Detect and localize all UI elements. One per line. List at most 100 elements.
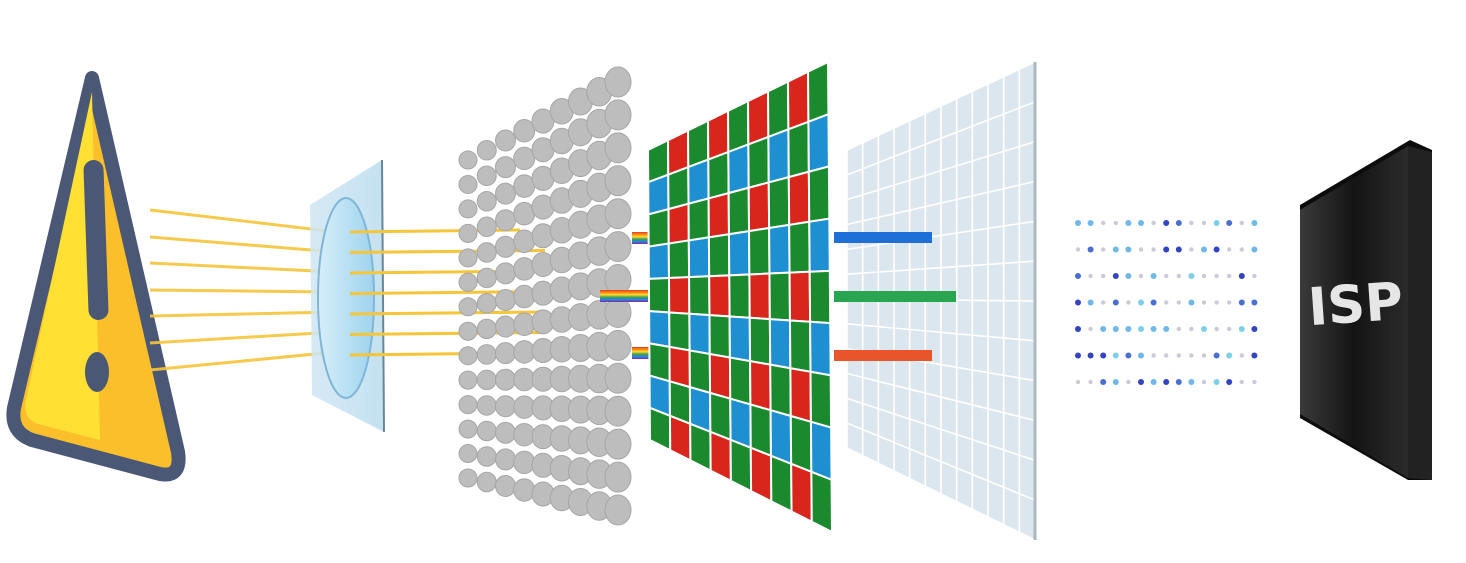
microlens	[604, 494, 632, 526]
pixel-dot	[1112, 379, 1119, 385]
blue-signal-bar	[834, 232, 932, 243]
pixel-dot	[1126, 379, 1131, 385]
filter-cell	[667, 202, 690, 245]
microlens	[604, 132, 632, 164]
isp-chip-label: ISP	[1306, 272, 1405, 338]
pixel-dot	[1138, 247, 1144, 252]
filter-cell	[788, 319, 812, 373]
microlens	[604, 231, 632, 263]
pixel-dot	[1150, 326, 1157, 332]
filter-cell	[806, 60, 830, 124]
filter-cell	[687, 236, 711, 279]
pixel-dot	[1251, 299, 1258, 306]
filter-cell	[747, 181, 771, 233]
orange-signal-bar	[834, 350, 932, 361]
pixel-dot	[1226, 379, 1233, 385]
pixel-dot	[1100, 326, 1107, 332]
microlens	[513, 257, 536, 281]
filter-cell	[768, 271, 791, 322]
microlens	[458, 223, 478, 243]
microlens	[495, 395, 516, 418]
filter-cell	[769, 408, 793, 466]
pixel-dot	[1112, 246, 1119, 253]
filter-cell	[807, 165, 831, 223]
pixel-dot	[1100, 352, 1107, 359]
microlens	[458, 444, 478, 464]
color-signal-bars	[834, 232, 956, 361]
microlens	[476, 420, 497, 442]
pixel-dot	[1138, 299, 1144, 306]
pixel-dot	[1113, 220, 1119, 226]
pixel-dot	[1214, 300, 1219, 305]
microlens	[513, 478, 536, 502]
filter-cell	[708, 314, 731, 359]
pixel-dot	[1239, 379, 1245, 385]
pixel-dot	[1189, 247, 1194, 252]
microlens	[495, 368, 516, 391]
pixel-dot	[1125, 352, 1132, 359]
light-ray	[149, 261, 337, 274]
pixel-dot	[1075, 220, 1081, 226]
microlens	[476, 395, 497, 416]
filter-cell	[668, 414, 692, 463]
filter-cell	[708, 274, 731, 318]
pixel-dot	[1151, 220, 1156, 226]
light-ray	[149, 350, 337, 372]
pixel-dot	[1112, 352, 1119, 359]
filter-cell	[689, 422, 712, 473]
pixel-dot	[1138, 220, 1144, 226]
filter-cell	[727, 229, 751, 277]
pixel-dot	[1163, 220, 1170, 226]
pixel-dot	[1188, 273, 1195, 279]
pixel-dot	[1176, 300, 1182, 305]
microlens	[495, 235, 516, 258]
pixel-dot	[1252, 379, 1257, 385]
microlens	[458, 297, 478, 317]
pixel-dot	[1213, 220, 1220, 226]
pixel-dot	[1175, 246, 1182, 253]
filter-cell	[809, 370, 833, 429]
filter-cell	[748, 316, 772, 366]
filter-cell	[746, 89, 770, 146]
filter-cell	[707, 150, 730, 200]
filter-cell	[648, 406, 672, 452]
pixel-dot	[1075, 326, 1081, 332]
microlens	[458, 419, 478, 439]
pixel-dot	[1238, 326, 1245, 332]
filter-cell	[786, 70, 810, 131]
filter-cell	[808, 269, 832, 325]
light-ray	[149, 208, 337, 234]
filter-cell	[648, 310, 671, 349]
pixel-dot	[1189, 326, 1194, 332]
pixel-dot	[1125, 273, 1132, 279]
pixel-dot	[1101, 273, 1106, 279]
microlens	[495, 156, 516, 179]
microlens	[604, 395, 632, 427]
microlens	[495, 288, 516, 311]
pixel-dot	[1201, 220, 1207, 226]
filter-cell	[766, 79, 790, 139]
pixel-dot	[1150, 273, 1157, 279]
pixel-dot	[1125, 220, 1132, 226]
filter-cell	[688, 349, 712, 395]
filter-cell	[769, 363, 792, 418]
microlens	[458, 248, 478, 268]
pixel-dot	[1175, 220, 1182, 226]
filter-cell	[688, 275, 711, 317]
pixel-dot	[1112, 273, 1119, 279]
filter-cell	[727, 186, 751, 236]
pixel-dot	[1163, 246, 1170, 253]
microlens	[604, 428, 632, 460]
pixel-dot	[1138, 273, 1144, 279]
filter-cell	[769, 454, 793, 514]
pixel-dot	[1201, 353, 1207, 358]
filter-cell	[788, 270, 812, 323]
filter-cell	[687, 158, 710, 206]
pixel-dot	[1088, 379, 1093, 385]
microlens	[476, 318, 497, 340]
pixel-dot	[1213, 246, 1220, 253]
microlens	[604, 99, 632, 131]
microlens	[458, 199, 478, 219]
microlens	[513, 119, 536, 143]
pixel-dot	[1251, 326, 1258, 332]
